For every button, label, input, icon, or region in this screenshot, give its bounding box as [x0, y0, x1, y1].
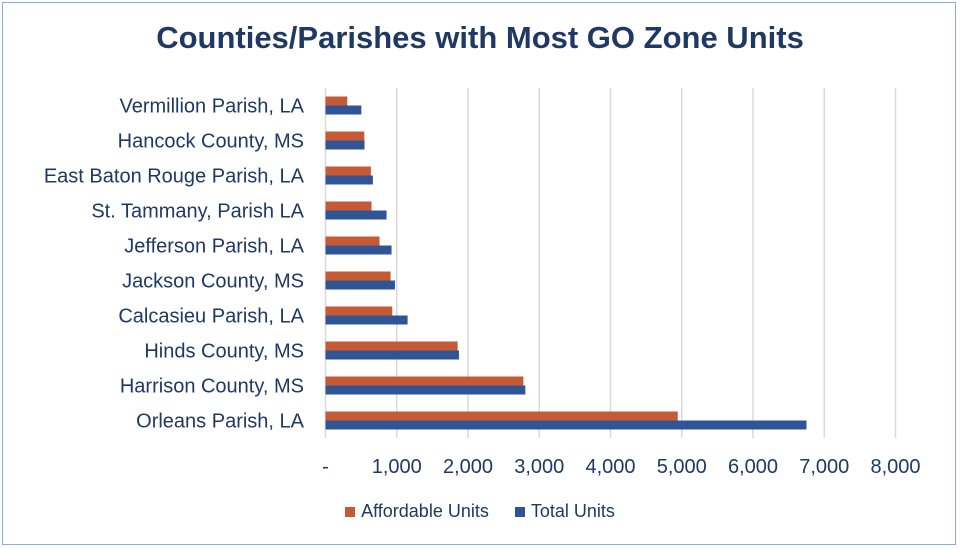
bar-affordable [325, 131, 365, 141]
bar-total [325, 420, 807, 430]
category-label: Hinds County, MS [144, 341, 304, 363]
x-tick-label: 7,000 [799, 456, 849, 478]
bar-total [325, 105, 362, 115]
category-label: Vermillion Parish, LA [119, 96, 304, 118]
x-tick-label: 8,000 [870, 456, 920, 478]
bar-affordable [325, 96, 348, 106]
bar-affordable [325, 236, 380, 246]
category-label: Hancock County, MS [118, 131, 304, 153]
legend: Affordable Units Total Units [0, 501, 960, 522]
bar-affordable [325, 201, 372, 211]
bar-total [325, 140, 365, 150]
category-label: Orleans Parish, LA [136, 411, 305, 433]
x-tick-label: 1,000 [372, 456, 422, 478]
bar-affordable [325, 271, 391, 281]
category-label: Jackson County, MS [122, 271, 304, 293]
category-label: Jefferson Parish, LA [124, 236, 304, 258]
legend-swatch-affordable [345, 506, 356, 517]
legend-label-affordable: Affordable Units [361, 501, 489, 521]
bar-total [325, 210, 387, 220]
x-tick-label: 4,000 [585, 456, 635, 478]
legend-item-affordable: Affordable Units [345, 501, 489, 522]
x-tick-label: 3,000 [514, 456, 564, 478]
x-tick-label: 6,000 [728, 456, 778, 478]
category-label: Harrison County, MS [120, 376, 304, 398]
bar-total [325, 245, 392, 255]
x-tick-label: - [322, 456, 329, 478]
category-label: St. Tammany, Parish LA [91, 201, 304, 223]
bar-total [325, 350, 459, 360]
category-label: Calcasieu Parish, LA [118, 306, 304, 328]
legend-item-total: Total Units [514, 501, 615, 522]
legend-swatch-total [514, 506, 525, 517]
chart-title: Counties/Parishes with Most GO Zone Unit… [156, 20, 804, 55]
legend-label-total: Total Units [530, 501, 615, 521]
bar-affordable [325, 411, 678, 421]
bar-affordable [325, 376, 524, 386]
bar-affordable [325, 341, 458, 351]
category-label: East Baton Rouge Parish, LA [44, 166, 305, 188]
x-tick-label: 2,000 [443, 456, 493, 478]
bar-total [325, 315, 408, 325]
bar-total [325, 175, 373, 185]
bar-total [325, 385, 526, 395]
bar-total [325, 280, 395, 290]
x-tick-label: 5,000 [657, 456, 707, 478]
bar-affordable [325, 166, 371, 176]
bar-affordable [325, 306, 393, 316]
